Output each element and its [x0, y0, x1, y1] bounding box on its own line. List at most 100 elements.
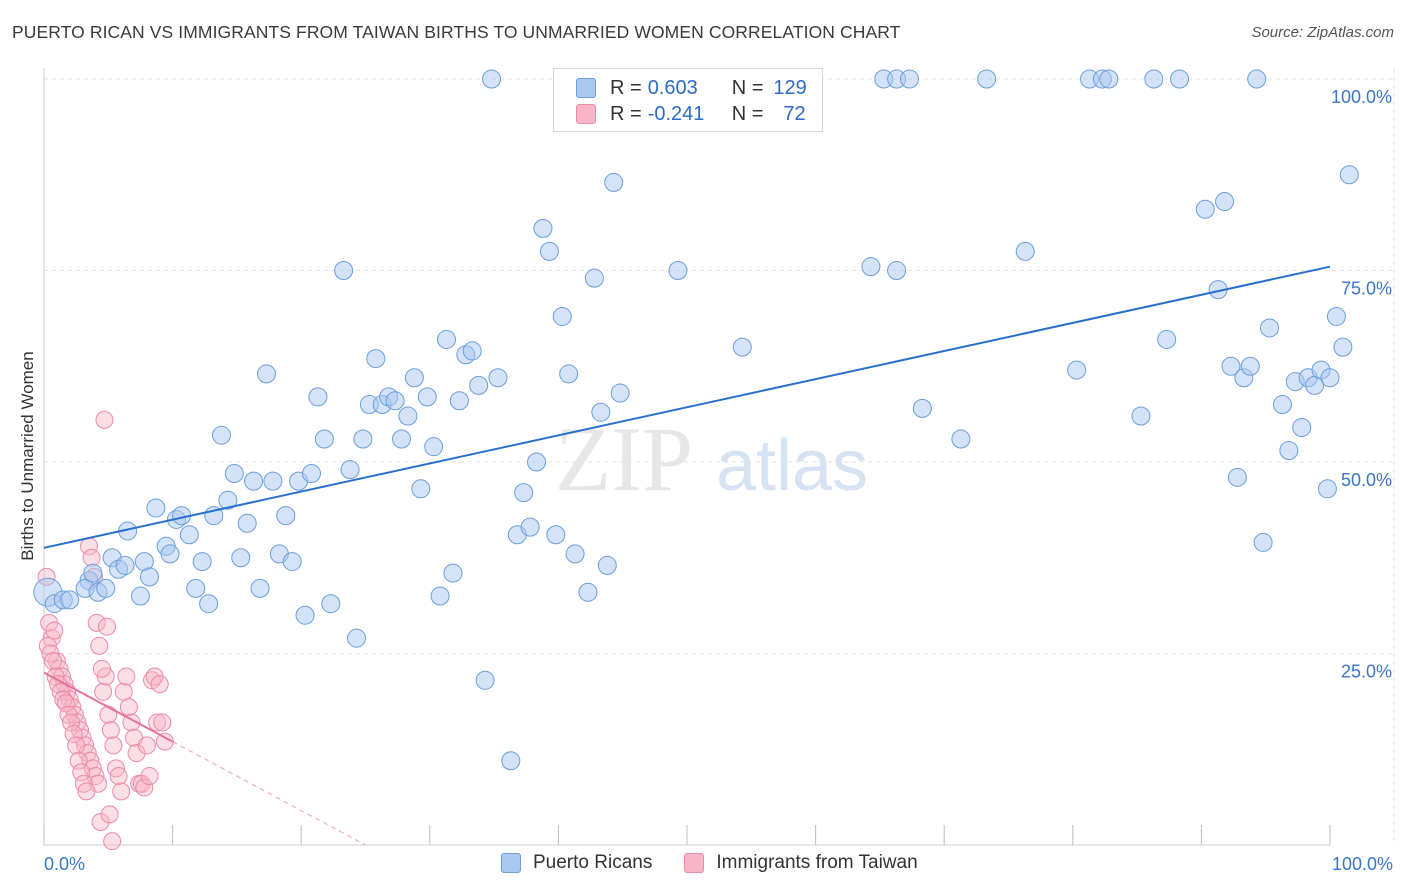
data-point — [1131, 406, 1151, 426]
data-point — [334, 261, 354, 280]
correlation-legend: R = 0.603 N = 129 R = -0.241 N = 72 — [553, 68, 823, 132]
legend-r-label: R = — [610, 102, 642, 125]
data-point — [610, 383, 630, 403]
data-point — [732, 337, 752, 357]
legend-r-value: 0.603 — [647, 76, 698, 99]
data-point — [1326, 306, 1346, 326]
data-point — [109, 767, 128, 786]
data-point — [69, 751, 88, 770]
data-point — [308, 387, 328, 407]
y-tick-label: 100.0% — [1331, 87, 1392, 107]
data-point — [96, 578, 116, 598]
legend-item-puerto-ricans[interactable]: Puerto Ricans — [501, 852, 652, 874]
data-point — [90, 636, 109, 655]
data-point — [597, 555, 617, 575]
data-point — [346, 628, 366, 648]
data-point — [1015, 241, 1035, 261]
data-point — [101, 721, 120, 740]
data-point — [392, 429, 412, 449]
data-point — [430, 586, 450, 606]
y-axis-label: Births to Unmarried Women — [18, 351, 37, 561]
data-point — [977, 69, 997, 89]
data-point — [119, 698, 138, 717]
trend-line-puerto-ricans — [43, 265, 1331, 549]
data-point — [1317, 479, 1337, 499]
data-point — [263, 471, 283, 491]
data-point — [353, 429, 373, 449]
data-point — [1279, 441, 1299, 461]
data-point — [482, 69, 502, 89]
data-point — [340, 460, 360, 480]
data-point — [117, 667, 136, 686]
data-point — [218, 490, 238, 510]
data-point — [135, 778, 154, 797]
data-point — [112, 782, 131, 801]
data-point — [1170, 69, 1190, 89]
tick-labels: 25.0% 50.0% 75.0% 100.0% 0.0% 100.0% — [44, 87, 1393, 874]
data-point — [437, 329, 457, 349]
data-point — [411, 479, 431, 499]
data-point — [92, 659, 111, 678]
watermark-zip: ZIP — [555, 408, 693, 510]
data-point — [146, 498, 166, 518]
data-point — [94, 682, 113, 701]
data-point — [1144, 69, 1164, 89]
data-point — [44, 652, 63, 671]
data-point — [95, 410, 114, 429]
legend-swatch-pink — [684, 853, 705, 873]
legend-n-label: N = — [731, 76, 764, 99]
data-point — [366, 349, 386, 369]
data-point — [64, 724, 83, 743]
data-point — [1292, 418, 1312, 438]
data-point — [546, 525, 566, 545]
data-point — [533, 218, 553, 238]
data-point — [301, 463, 321, 483]
data-point — [1339, 165, 1359, 185]
data-point — [385, 391, 405, 411]
legend-row-puerto-ricans: R = 0.603 N = 129 — [576, 76, 807, 100]
data-point — [1215, 192, 1235, 212]
legend-swatch-blue — [576, 78, 596, 98]
data-point — [244, 471, 264, 491]
legend-label-puerto-ricans: Puerto Ricans — [533, 852, 653, 873]
data-point — [899, 69, 919, 89]
data-point — [150, 675, 169, 694]
data-point — [527, 452, 547, 472]
data-point — [488, 368, 508, 388]
data-point — [100, 805, 119, 824]
data-point — [591, 402, 611, 422]
data-point — [1320, 368, 1340, 388]
data-point — [137, 736, 156, 755]
x-tick-label: 0.0% — [44, 854, 85, 874]
data-point — [87, 613, 106, 632]
data-point — [1227, 467, 1247, 487]
data-point — [449, 391, 469, 411]
data-point — [62, 713, 81, 732]
data-point — [1333, 337, 1353, 357]
legend-swatch-pink — [576, 104, 596, 124]
data-point — [192, 552, 212, 572]
data-point — [417, 387, 437, 407]
data-point — [295, 605, 315, 625]
data-point — [462, 341, 482, 361]
data-point — [60, 590, 80, 610]
data-point — [91, 813, 110, 832]
data-point — [98, 617, 117, 636]
legend-n-value: 129 — [773, 76, 807, 99]
trend-line-taiwan — [43, 671, 174, 743]
data-point — [1240, 356, 1260, 376]
series-immigrants-from-taiwan — [37, 410, 174, 851]
data-point — [424, 437, 444, 457]
data-point — [559, 364, 579, 384]
data-point — [130, 586, 150, 606]
data-point — [140, 767, 159, 786]
series-legend: Puerto Ricans Immigrants from Taiwan — [501, 852, 950, 874]
data-point — [199, 594, 219, 614]
data-point — [578, 582, 598, 602]
chart-title: PUERTO RICAN VS IMMIGRANTS FROM TAIWAN B… — [12, 22, 901, 42]
legend-n-value: 72 — [783, 102, 806, 125]
legend-item-taiwan[interactable]: Immigrants from Taiwan — [684, 852, 918, 874]
data-point — [211, 425, 231, 445]
data-point — [1195, 199, 1215, 219]
data-point — [861, 257, 881, 277]
